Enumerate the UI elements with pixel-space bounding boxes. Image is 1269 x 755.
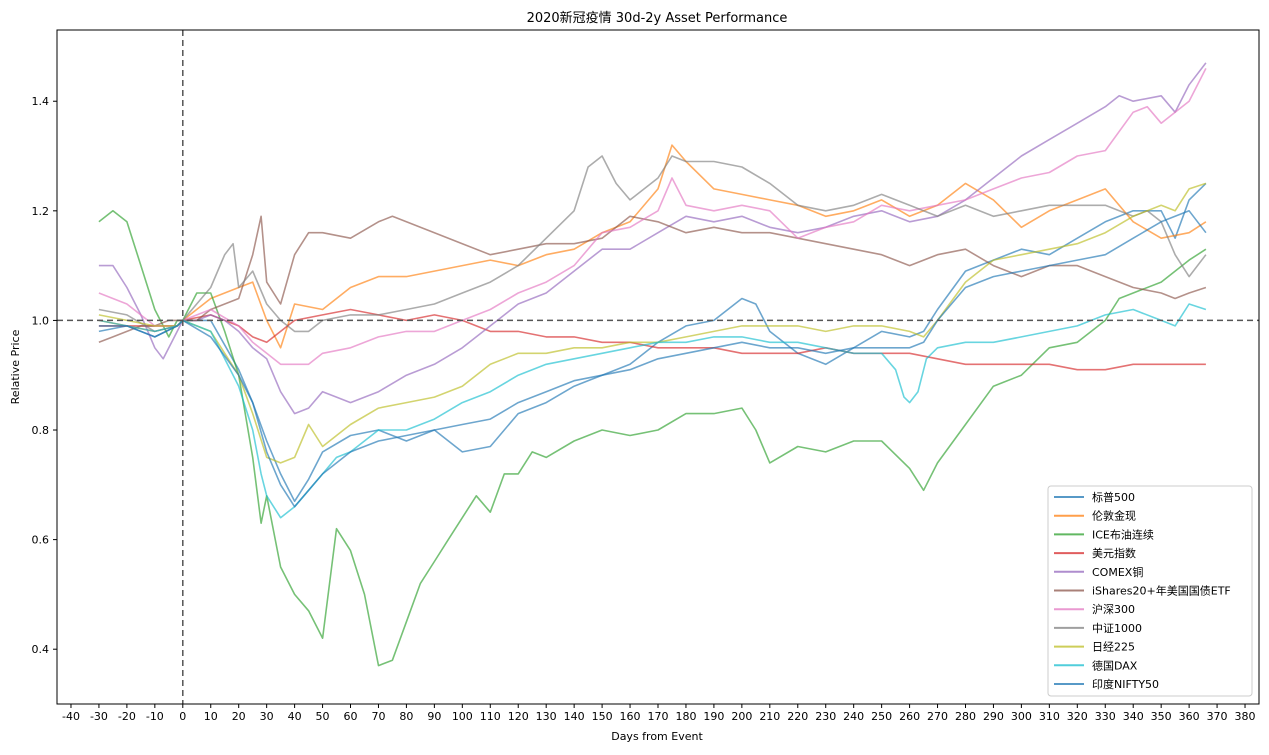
- legend-label: 印度NIFTY50: [1092, 677, 1159, 691]
- y-axis-ticks: 0.4 0.6 0.8 1.0 1.2 1.4: [32, 95, 57, 656]
- chart-title: 2020新冠疫情 30d-2y Asset Performance: [527, 10, 788, 26]
- y-tick-label: 0.6: [32, 534, 50, 547]
- x-tick-label: 80: [399, 710, 413, 723]
- series-line-10-dax: [98, 303, 1207, 519]
- legend-label: 伦敦金现: [1092, 509, 1136, 523]
- x-tick-label: 120: [508, 710, 529, 723]
- x-tick-label: 260: [899, 710, 920, 723]
- x-tick-label: 50: [316, 710, 330, 723]
- x-tick-label: 130: [536, 710, 557, 723]
- x-tick-label: 300: [1011, 710, 1032, 723]
- x-tick-label: 140: [564, 710, 585, 723]
- x-tick-label: 280: [955, 710, 976, 723]
- series-line-7-300: [98, 68, 1207, 366]
- legend-label: iShares20+年美国国债ETF: [1092, 584, 1231, 598]
- x-tick-label: 210: [759, 710, 780, 723]
- x-tick-label: 90: [427, 710, 441, 723]
- y-axis-label: Relative Price: [9, 329, 22, 404]
- x-tick-label: -20: [118, 710, 136, 723]
- x-tick-label: 0: [179, 710, 186, 723]
- series-line-6-ishares20-etf: [98, 215, 1207, 344]
- series-line-4: [98, 308, 1206, 371]
- series-line-3-ice: [98, 210, 1207, 667]
- x-tick-label: 70: [371, 710, 385, 723]
- legend-box: [1047, 485, 1253, 697]
- x-tick-label: 60: [344, 710, 358, 723]
- series-line-11-nifty50: [98, 210, 1207, 508]
- x-tick-label: 370: [1207, 710, 1228, 723]
- series-line-9-225: [98, 182, 1207, 464]
- reference-lines: [57, 30, 1259, 704]
- x-axis-ticks: -40 -30 -20 -10 0 10 20 30 40 50 60 70 80 90 100 110 120…: [62, 704, 1256, 723]
- x-tick-label: 360: [1179, 710, 1200, 723]
- x-tick-label: 10: [204, 710, 218, 723]
- x-tick-label: -40: [62, 710, 80, 723]
- x-tick-label: 270: [927, 710, 948, 723]
- x-axis-label: Days from Event: [611, 730, 703, 743]
- x-tick-label: -10: [146, 710, 164, 723]
- legend-label: 中证1000: [1092, 622, 1142, 635]
- x-tick-label: 320: [1067, 710, 1088, 723]
- x-tick-label: 220: [787, 710, 808, 723]
- series-line-2: [98, 144, 1207, 349]
- x-tick-label: 180: [675, 710, 696, 723]
- x-tick-label: 330: [1095, 710, 1116, 723]
- series-line-1-500: [98, 182, 1207, 503]
- x-tick-label: 150: [592, 710, 613, 723]
- y-tick-label: 0.8: [32, 424, 50, 437]
- legend-label: 日经225: [1092, 641, 1135, 654]
- x-tick-label: 340: [1123, 710, 1144, 723]
- legend-label: 德国DAX: [1092, 658, 1138, 672]
- legend-label: COMEX铜: [1092, 565, 1143, 579]
- x-tick-label: 100: [452, 710, 473, 723]
- legend-label: 美元指数: [1092, 546, 1136, 560]
- y-tick-label: 1.4: [32, 95, 50, 108]
- x-tick-label: 250: [871, 710, 892, 723]
- legend-label: 沪深300: [1092, 602, 1135, 616]
- series-line-8-1000: [98, 155, 1207, 333]
- x-tick-label: 240: [843, 710, 864, 723]
- series-lines: [98, 62, 1207, 667]
- legend-label: ICE布油连续: [1092, 527, 1154, 541]
- x-tick-label: 200: [731, 710, 752, 723]
- x-tick-label: 40: [288, 710, 302, 723]
- x-tick-label: 20: [232, 710, 246, 723]
- x-tick-label: 350: [1151, 710, 1172, 723]
- series-line-5-comex: [98, 62, 1207, 415]
- x-tick-label: 230: [815, 710, 836, 723]
- legend-label: 标普500: [1092, 490, 1135, 504]
- y-tick-label: 0.4: [32, 643, 50, 656]
- x-tick-label: 110: [480, 710, 501, 723]
- x-tick-label: 380: [1235, 710, 1256, 723]
- x-tick-label: 310: [1039, 710, 1060, 723]
- y-tick-label: 1.2: [32, 205, 50, 218]
- x-tick-label: -30: [90, 710, 108, 723]
- x-tick-label: 170: [648, 710, 669, 723]
- y-tick-label: 1.0: [32, 314, 50, 327]
- x-tick-label: 190: [703, 710, 724, 723]
- x-tick-label: 160: [620, 710, 641, 723]
- x-tick-label: 30: [260, 710, 274, 723]
- x-tick-label: 290: [983, 710, 1004, 723]
